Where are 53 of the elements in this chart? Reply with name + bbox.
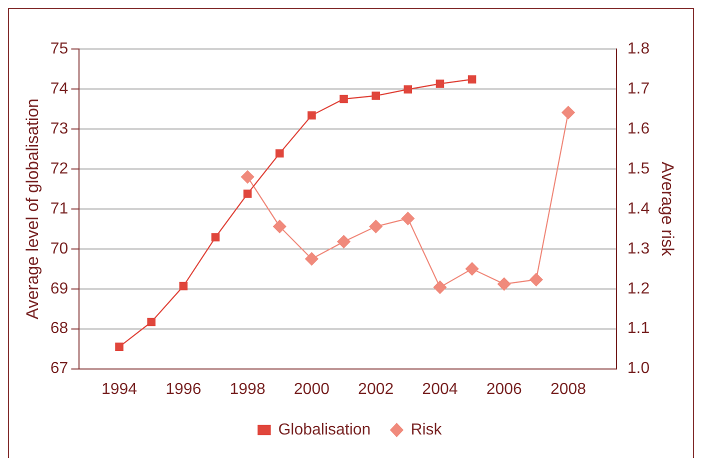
y2-tick-label: 1.3 bbox=[627, 240, 650, 258]
point bbox=[562, 106, 575, 120]
point bbox=[369, 220, 382, 234]
y-tick-label: 72 bbox=[50, 160, 68, 178]
point bbox=[308, 111, 316, 120]
legend-label: Risk bbox=[410, 421, 443, 438]
point bbox=[372, 92, 380, 100]
point bbox=[433, 280, 447, 294]
y-tick-label: 67 bbox=[50, 360, 68, 378]
y-tick-label: 75 bbox=[50, 40, 68, 58]
point bbox=[401, 212, 415, 226]
point bbox=[404, 85, 412, 94]
point bbox=[468, 75, 476, 84]
point bbox=[179, 282, 188, 290]
point bbox=[340, 94, 348, 104]
x-tick-label: 1998 bbox=[230, 380, 266, 398]
point bbox=[147, 318, 156, 326]
x-tick-label: 1996 bbox=[166, 380, 202, 398]
x-tick-label: 2004 bbox=[422, 380, 458, 398]
point bbox=[240, 170, 254, 184]
y-tick-label: 73 bbox=[50, 120, 68, 138]
y-axis-title: Average level of globalisation bbox=[22, 98, 42, 320]
point bbox=[275, 149, 284, 158]
y-tick-label: 71 bbox=[50, 200, 68, 218]
y-tick-label: 74 bbox=[50, 80, 68, 98]
y2-tick-label: 1.5 bbox=[627, 160, 650, 178]
point bbox=[465, 262, 479, 276]
point bbox=[273, 220, 286, 234]
y2-tick-label: 1.8 bbox=[627, 40, 650, 58]
y2-axis-title: Average risk bbox=[658, 162, 678, 256]
y-tick-label: 68 bbox=[50, 320, 68, 338]
y2-tick-label: 1.7 bbox=[627, 80, 650, 98]
point bbox=[498, 277, 511, 291]
point bbox=[211, 233, 220, 242]
legend-label: Globalisation bbox=[278, 421, 371, 438]
point bbox=[115, 342, 124, 351]
point bbox=[530, 273, 543, 286]
x-tick-label: 2002 bbox=[358, 380, 394, 398]
x-tick-label: 2000 bbox=[294, 380, 330, 398]
y2-tick-label: 1.4 bbox=[627, 200, 650, 218]
point bbox=[243, 190, 252, 198]
x-tick-label: 1994 bbox=[101, 380, 138, 398]
x-tick-label: 2006 bbox=[486, 380, 522, 398]
point bbox=[305, 252, 318, 266]
y-tick-label: 69 bbox=[50, 280, 68, 298]
x-tick-label: 2008 bbox=[550, 380, 586, 398]
y-tick-label: 70 bbox=[50, 240, 68, 258]
y2-tick-label: 1.1 bbox=[627, 320, 650, 338]
y2-tick-label: 1.6 bbox=[627, 120, 650, 138]
point bbox=[337, 235, 350, 248]
y2-tick-label: 1.2 bbox=[627, 280, 650, 298]
y2-tick-label: 1.0 bbox=[627, 360, 650, 378]
point bbox=[436, 80, 444, 88]
